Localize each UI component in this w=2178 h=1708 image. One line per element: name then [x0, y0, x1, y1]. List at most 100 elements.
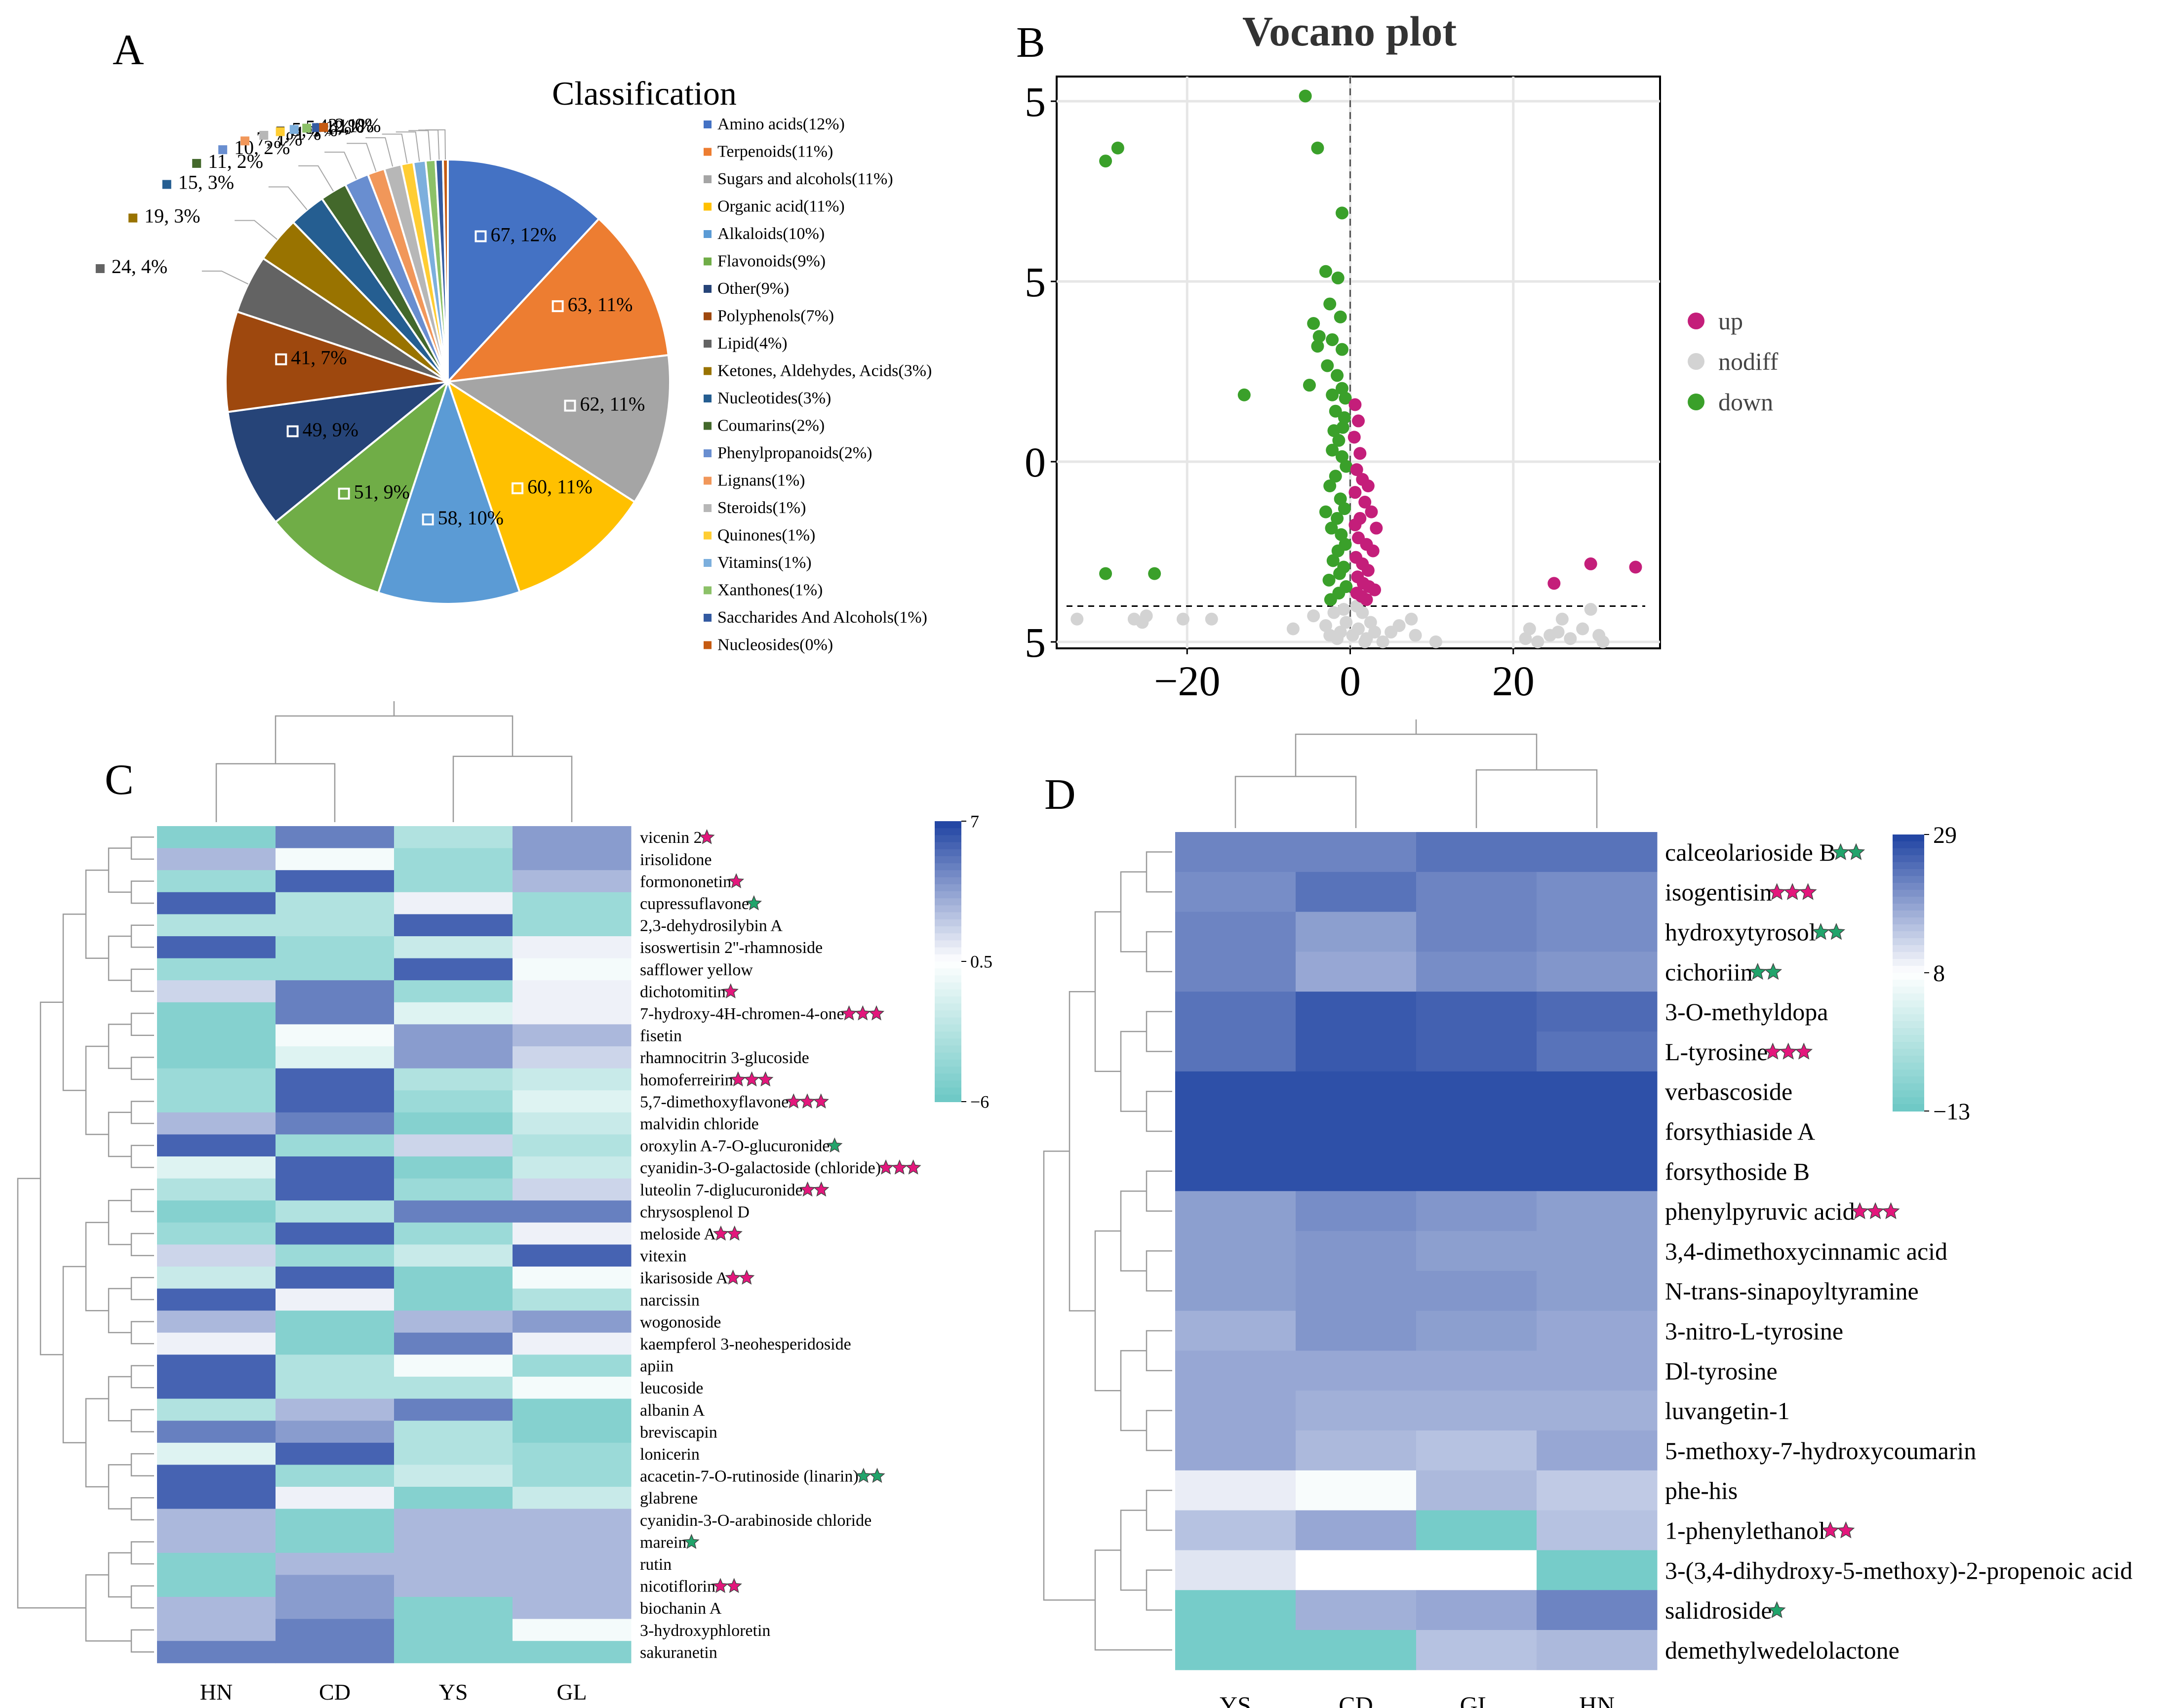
row-dendrogram — [1146, 1569, 1172, 1611]
row-dendrogram — [1146, 1011, 1172, 1052]
panel-letter-a: A — [113, 26, 144, 74]
heat-cell — [276, 980, 395, 1003]
heat-cell — [1537, 1510, 1658, 1550]
row-dendrogram — [17, 1178, 86, 1609]
legend-entry-polyphenols: Polyphenols(7%) — [717, 307, 834, 325]
significance-star — [744, 1071, 760, 1087]
heat-cell — [513, 1311, 632, 1333]
volcano-point-down — [1237, 388, 1251, 401]
significance-star — [725, 1270, 741, 1285]
pie-slice-amino-acids — [447, 158, 600, 385]
heat-cell — [513, 1619, 632, 1641]
heat-cell — [1175, 1071, 1296, 1112]
significance-star — [1847, 843, 1865, 860]
legend-swatch — [704, 120, 712, 128]
volcano-point-nodiff — [1429, 635, 1442, 648]
heat-cell — [1537, 1032, 1658, 1072]
heat-cell — [513, 1465, 632, 1487]
pie-leader-line — [347, 143, 377, 172]
volcano-point-nodiff — [1176, 612, 1189, 626]
pie-label-marker — [218, 145, 228, 155]
colorbar-segment — [935, 989, 961, 997]
row-label-forsythoside-b: forsythoside B — [1665, 1157, 1810, 1185]
heat-cell — [513, 1024, 632, 1047]
volcano-point-up — [1358, 495, 1372, 509]
significance-star — [1764, 962, 1782, 980]
row-dendrogram — [108, 847, 131, 893]
significance-star — [699, 829, 715, 844]
heat-cell — [157, 1134, 276, 1157]
volcano-point-nodiff — [1405, 612, 1418, 626]
heat-cell — [394, 1487, 513, 1509]
colorbar-segment — [1893, 1104, 1924, 1112]
colorbar-segment — [935, 1003, 961, 1011]
row-label-2-3-dehydrosilybin-a: 2,3-dehydrosilybin A — [640, 917, 783, 935]
colorbar-segment — [1893, 952, 1924, 959]
heat-cell — [1175, 1271, 1296, 1311]
volcano-point-nodiff — [1327, 606, 1341, 619]
legend-swatch — [704, 148, 712, 156]
heat-cell — [1296, 912, 1417, 952]
colorbar-segment — [935, 898, 961, 906]
row-dendrogram — [1069, 991, 1095, 1311]
colorbar-segment — [1893, 987, 1924, 994]
colorbar-segment — [1893, 1090, 1924, 1098]
heat-cell — [1416, 952, 1537, 992]
volcano-point-nodiff — [1352, 622, 1365, 636]
row-label-marein: marein — [640, 1533, 686, 1551]
volcano-point-nodiff — [1358, 635, 1372, 648]
significance-star — [827, 1137, 843, 1153]
volcano-point-down — [1329, 470, 1342, 483]
row-label-oroxylin-a-7-o-glucuronide: oroxylin A-7-O-glucuronide — [640, 1137, 830, 1155]
legend-entry-other: Other(9%) — [717, 279, 789, 298]
colorbar-segment — [935, 849, 961, 857]
legend-swatch — [704, 175, 712, 183]
significance-star — [799, 1181, 816, 1197]
colorbar-segment — [935, 870, 961, 878]
heat-cell — [1296, 1111, 1417, 1152]
heat-cell — [276, 1200, 395, 1223]
significance-star — [1795, 1042, 1813, 1060]
volcano-point-up — [1584, 557, 1597, 570]
heat-cell — [513, 914, 632, 937]
heat-cell — [513, 1597, 632, 1620]
legend-entry-ketones-aldehydes-acids: Ketones, Aldehydes, Acids(3%) — [717, 362, 932, 380]
colorbar-segment — [1893, 897, 1924, 904]
colorbar-segment — [935, 842, 961, 850]
legend-label-nodiff: nodiff — [1718, 348, 1779, 375]
significance-star — [1779, 1042, 1797, 1060]
pie-slice-terpenoids — [445, 217, 670, 383]
row-dendrogram — [130, 1497, 154, 1521]
row-label-isoswertisin-2-rhamnoside: isoswertisin 2''-rhamnoside — [640, 939, 823, 957]
significance-star — [726, 1578, 742, 1593]
legend-entry-coumarins: Coumarins(2%) — [717, 417, 825, 435]
volcano-point-nodiff — [1409, 629, 1422, 642]
heat-cell — [394, 1619, 513, 1641]
column-dendrogram — [1234, 776, 1357, 828]
row-dendrogram — [108, 935, 131, 981]
heat-cell — [394, 1311, 513, 1333]
heat-cell — [1416, 1390, 1537, 1431]
heat-cell — [276, 1421, 395, 1443]
heat-cell — [276, 1068, 395, 1091]
heat-cell — [157, 1465, 276, 1487]
colorbar-segment — [1893, 1056, 1924, 1063]
volcano-point-up — [1348, 486, 1362, 499]
heat-cell — [276, 1222, 395, 1245]
heat-cell — [513, 1509, 632, 1531]
heat-cell — [157, 1641, 276, 1664]
colorbar-segment — [935, 954, 961, 962]
volcano-point-up — [1366, 544, 1380, 557]
column-label-cd: CD — [319, 1679, 351, 1705]
heat-cell — [276, 1112, 395, 1135]
volcano-point-down — [1326, 554, 1340, 567]
row-label-formononetin: formononetin — [640, 873, 731, 891]
heat-cell — [157, 1597, 276, 1620]
volcano-point-up — [1353, 447, 1367, 460]
row-dendrogram — [1120, 1350, 1147, 1431]
row-dendrogram — [1120, 1031, 1147, 1112]
heat-cell — [1175, 1550, 1296, 1590]
column-dendrogram — [1475, 769, 1598, 828]
colorbar-segment — [1893, 1076, 1924, 1084]
heat-cell — [1416, 1470, 1537, 1511]
